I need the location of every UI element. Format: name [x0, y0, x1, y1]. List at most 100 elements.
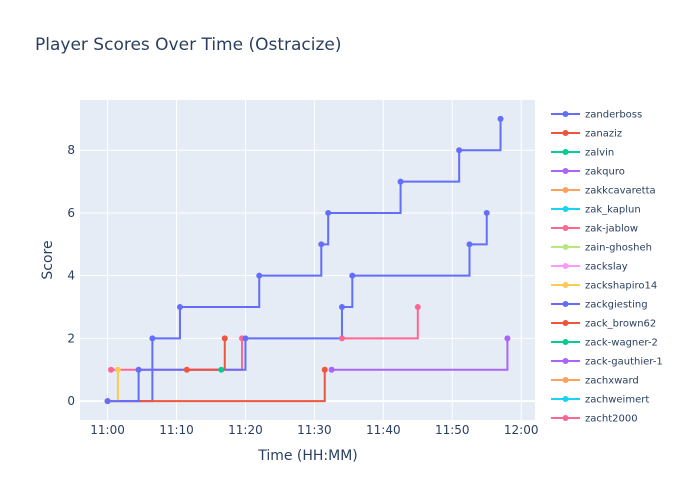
legend-label: zack_brown62 [585, 319, 656, 330]
plot-background [80, 100, 535, 420]
data-point [256, 272, 263, 279]
legend-label: zak_kaplun [585, 205, 641, 216]
chart-title: Player Scores Over Time (Ostracize) [35, 35, 342, 55]
data-point [325, 209, 332, 216]
legend-swatch-marker [562, 358, 569, 364]
legend-item-zackgiesting[interactable]: zackgiesting [551, 300, 648, 311]
legend-item-zanaziz[interactable]: zanaziz [551, 129, 622, 140]
data-point [135, 366, 142, 373]
legend-item-zakkcavaretta[interactable]: zakkcavaretta [551, 186, 656, 197]
y-tick-label: 4 [67, 269, 75, 283]
data-point [321, 366, 328, 373]
legend-swatch-marker [562, 301, 569, 307]
x-tick-label: 11:30 [297, 423, 332, 437]
legend-item-zak_kaplun[interactable]: zak_kaplun [551, 205, 641, 216]
data-point [483, 209, 490, 216]
legend-swatch-marker [562, 187, 569, 193]
legend-label: zakkcavaretta [585, 186, 656, 197]
data-point [414, 304, 421, 311]
legend-item-zackshapiro14[interactable]: zackshapiro14 [551, 281, 657, 292]
x-axis-title: Time (HH:MM) [257, 448, 358, 464]
y-axis-ticks: 0 2 4 6 8 [67, 143, 75, 408]
legend-label: zacht2000 [585, 414, 638, 425]
data-point [338, 304, 345, 311]
legend-label: zak-jablow [585, 224, 638, 235]
legend-swatch-marker [562, 377, 569, 383]
legend-item-zack-wagner-2[interactable]: zack-wagner-2 [551, 338, 658, 349]
data-point [183, 366, 190, 373]
data-point [456, 147, 463, 154]
y-tick-label: 0 [67, 394, 75, 408]
series-line [331, 338, 509, 371]
legend-label: zachxward [585, 376, 639, 387]
legend-swatch-marker [562, 225, 569, 231]
legend-item-zackslay[interactable]: zackslay [551, 262, 628, 273]
x-tick-label: 12:00 [504, 423, 539, 437]
data-point [104, 398, 111, 405]
series-zackgiesting [104, 209, 490, 405]
y-tick-label: 8 [67, 143, 75, 157]
x-tick-label: 11:10 [159, 423, 194, 437]
series-layer [104, 115, 511, 405]
series-line [341, 307, 419, 340]
data-point [349, 272, 356, 279]
data-point [497, 115, 504, 122]
legend-label: zack-wagner-2 [585, 338, 658, 349]
legend-item-zack-gauthier-1[interactable]: zack-gauthier-1 [551, 357, 663, 368]
series-zack-gauthier-1 [328, 335, 511, 373]
legend-swatch-marker [562, 111, 569, 117]
series-zacht2000 [338, 304, 421, 342]
legend-label: zalvin [585, 148, 614, 159]
x-tick-label: 11:40 [366, 423, 401, 437]
legend-swatch-marker [562, 130, 569, 136]
legend-label: zakquro [585, 167, 625, 178]
data-point [466, 241, 473, 248]
legend-label: zackshapiro14 [585, 281, 657, 292]
legend-swatch-marker [562, 396, 569, 402]
x-tick-label: 11:50 [435, 423, 470, 437]
data-point [218, 366, 225, 373]
x-axis-ticks: 11:00 11:10 11:20 11:30 11:40 11:50 12:00 [90, 423, 538, 437]
series-zack_brown62 [183, 335, 228, 373]
data-point [397, 178, 404, 185]
data-point [221, 335, 228, 342]
data-point [338, 335, 345, 342]
legend-label: zanaziz [585, 129, 622, 140]
legend-item-zachxward[interactable]: zachxward [551, 376, 639, 387]
legend-item-zakquro[interactable]: zakquro [551, 167, 625, 178]
data-point [504, 335, 511, 342]
y-axis-title: Score [40, 240, 56, 279]
legend-item-zanderboss[interactable]: zanderboss [551, 110, 642, 121]
legend-item-zack_brown62[interactable]: zack_brown62 [551, 319, 656, 330]
y-tick-label: 6 [67, 206, 75, 220]
legend-swatch-marker [562, 415, 569, 421]
legend-swatch-marker [562, 244, 569, 250]
data-point [328, 366, 335, 373]
x-tick-label: 11:00 [90, 423, 125, 437]
y-tick-label: 2 [67, 331, 75, 345]
legend-item-zachweimert[interactable]: zachweimert [551, 395, 649, 406]
legend-item-zak-jablow[interactable]: zak-jablow [551, 224, 638, 235]
data-point [242, 335, 249, 342]
legend-swatch-marker [562, 282, 569, 288]
legend[interactable]: zanderboss zanaziz zalvin zakquro zakkcavare… [551, 110, 663, 425]
data-point [318, 241, 325, 248]
series-line [107, 369, 326, 403]
data-point [114, 366, 121, 373]
legend-item-zain-ghosheh[interactable]: zain-ghosheh [551, 243, 652, 254]
legend-swatch-marker [562, 168, 569, 174]
data-point [149, 335, 156, 342]
legend-swatch-marker [562, 339, 569, 345]
legend-label: zachweimert [585, 395, 649, 406]
legend-label: zain-ghosheh [585, 243, 652, 254]
legend-item-zacht2000[interactable]: zacht2000 [551, 414, 638, 425]
data-point [176, 304, 183, 311]
series-zack-wagner-2 [218, 366, 225, 373]
legend-label: zackgiesting [585, 300, 648, 311]
legend-swatch-marker [562, 320, 569, 326]
legend-swatch-marker [562, 263, 569, 269]
legend-label: zackslay [585, 262, 628, 273]
legend-swatch-marker [562, 206, 569, 212]
legend-item-zalvin[interactable]: zalvin [551, 148, 614, 159]
